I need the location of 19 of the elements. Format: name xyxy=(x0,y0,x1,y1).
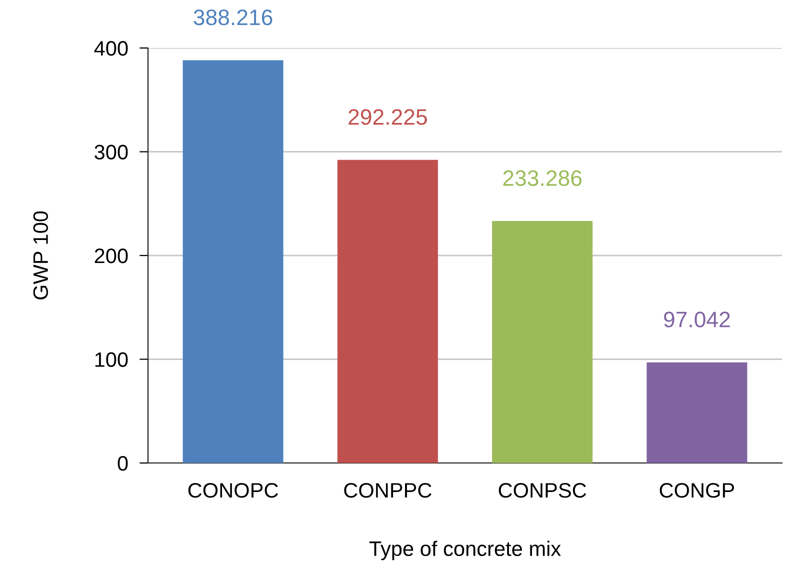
y-tick-label: 0 xyxy=(118,456,128,471)
bar xyxy=(182,60,284,463)
data-label: 97.042 xyxy=(664,312,730,328)
y-tick-label: 100 xyxy=(95,352,128,368)
bar xyxy=(492,220,593,463)
y-tick-label: 400 xyxy=(94,41,128,56)
data-label: 233.286 xyxy=(503,170,582,186)
data-label: 292.225 xyxy=(348,109,427,125)
y-tick-label: 200 xyxy=(94,248,128,264)
y-axis-title: GWP 100 xyxy=(33,211,48,300)
x-tick-label: CONPSC xyxy=(498,482,586,498)
x-axis-title: Type of concrete mix xyxy=(369,540,561,560)
bar xyxy=(646,362,748,463)
data-label: 388.216 xyxy=(194,10,272,26)
x-tick-label: CONOPC xyxy=(188,482,278,498)
bar xyxy=(337,160,438,463)
x-tick-label: CONGP xyxy=(660,482,734,498)
y-tick-label: 300 xyxy=(94,144,128,160)
x-tick-label: CONPPC xyxy=(344,482,432,498)
